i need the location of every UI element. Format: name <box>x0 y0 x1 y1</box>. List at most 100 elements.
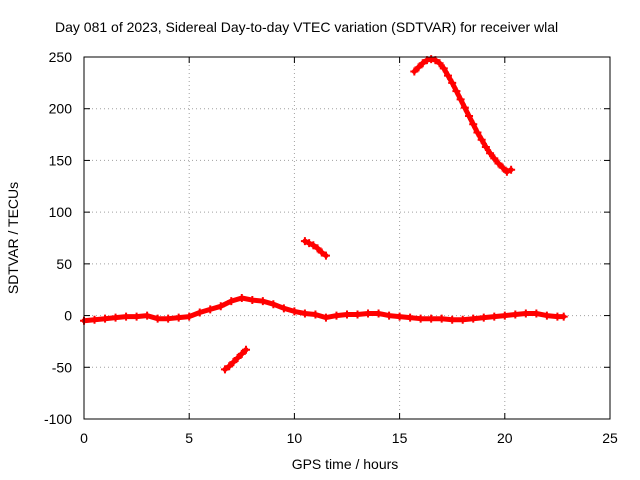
data-point <box>452 87 461 96</box>
data-point <box>542 311 551 320</box>
data-point <box>353 310 362 319</box>
data-point <box>321 251 330 260</box>
data-point <box>216 302 225 311</box>
data-series <box>80 55 568 374</box>
data-point <box>305 239 314 248</box>
data-point <box>494 159 503 168</box>
data-point <box>269 300 278 309</box>
data-point <box>469 120 478 129</box>
x-tick-label: 25 <box>602 430 618 446</box>
data-point <box>258 297 267 306</box>
data-point <box>427 314 436 323</box>
x-tick-label: 10 <box>287 430 303 446</box>
tick-labels: 0 5 10 15 20 25 -100 -50 0 50 100 150 200 250 <box>44 49 618 446</box>
data-point <box>511 310 520 319</box>
data-point <box>90 315 99 324</box>
data-point <box>477 135 486 144</box>
data-point <box>460 103 469 112</box>
data-point <box>481 142 490 151</box>
series-line <box>411 56 514 175</box>
data-point <box>111 313 120 322</box>
data-point <box>242 345 251 354</box>
series-short-segment <box>300 237 330 260</box>
data-point <box>279 304 288 313</box>
data-point <box>502 167 511 176</box>
x-tick-label: 15 <box>392 430 408 446</box>
data-point <box>395 312 404 321</box>
data-point <box>406 313 415 322</box>
axis-ticks <box>83 56 611 420</box>
x-axis-label: GPS time / hours <box>292 456 399 472</box>
data-point <box>321 313 330 322</box>
data-point <box>443 71 452 80</box>
y-tick-label: -50 <box>52 359 72 375</box>
x-tick-label: 0 <box>80 430 88 446</box>
y-tick-label: 0 <box>64 308 72 324</box>
series-negative-segment <box>220 345 251 374</box>
grid <box>84 57 610 419</box>
y-tick-label: 200 <box>49 101 73 117</box>
data-point <box>532 309 541 318</box>
data-point <box>225 362 234 371</box>
data-point <box>332 311 341 320</box>
y-tick-label: 50 <box>56 256 72 272</box>
data-point <box>490 154 499 163</box>
data-point <box>132 312 141 321</box>
data-point <box>486 149 495 158</box>
data-point <box>248 296 257 305</box>
data-point <box>458 315 467 324</box>
data-point <box>498 163 507 172</box>
data-point <box>122 312 131 321</box>
data-point <box>233 353 242 362</box>
data-point <box>174 313 183 322</box>
data-point <box>143 311 152 320</box>
data-point <box>229 358 238 367</box>
x-tick-label: 20 <box>497 430 513 446</box>
data-point <box>414 63 423 72</box>
data-point <box>309 241 318 250</box>
data-point <box>456 95 465 104</box>
data-point <box>437 314 446 323</box>
data-point <box>153 314 162 323</box>
data-point <box>101 314 110 323</box>
plot-frame <box>83 56 611 420</box>
data-point <box>427 55 436 64</box>
data-point <box>374 309 383 318</box>
data-point <box>290 307 299 316</box>
data-point <box>164 314 173 323</box>
data-point <box>237 293 246 302</box>
data-point <box>416 314 425 323</box>
data-point <box>220 365 229 374</box>
data-point <box>185 312 194 321</box>
data-point <box>313 244 322 253</box>
chart-title: Day 081 of 2023, Sidereal Day-to-day VTE… <box>55 19 558 35</box>
data-point <box>435 59 444 68</box>
data-point <box>469 314 478 323</box>
data-point <box>300 237 309 246</box>
data-point <box>227 297 236 306</box>
series-high-segment <box>410 55 516 176</box>
data-point <box>206 305 215 314</box>
data-point <box>410 67 419 76</box>
data-point <box>195 308 204 317</box>
data-point <box>418 59 427 68</box>
data-point <box>507 165 516 174</box>
data-point <box>490 312 499 321</box>
y-tick-label: 100 <box>49 204 73 220</box>
data-point <box>479 313 488 322</box>
y-axis-label: SDTVAR / TECUs <box>5 182 21 294</box>
data-point <box>439 64 448 73</box>
data-point <box>448 315 457 324</box>
data-point <box>364 309 373 318</box>
data-point <box>465 111 474 120</box>
data-point <box>317 248 326 257</box>
y-tick-label: -100 <box>44 411 72 427</box>
data-point <box>237 349 246 358</box>
data-point <box>311 310 320 319</box>
y-tick-label: 250 <box>49 49 73 65</box>
y-tick-label: 150 <box>49 152 73 168</box>
series-baseline <box>80 293 568 325</box>
data-point <box>473 128 482 137</box>
x-tick-label: 5 <box>185 430 193 446</box>
